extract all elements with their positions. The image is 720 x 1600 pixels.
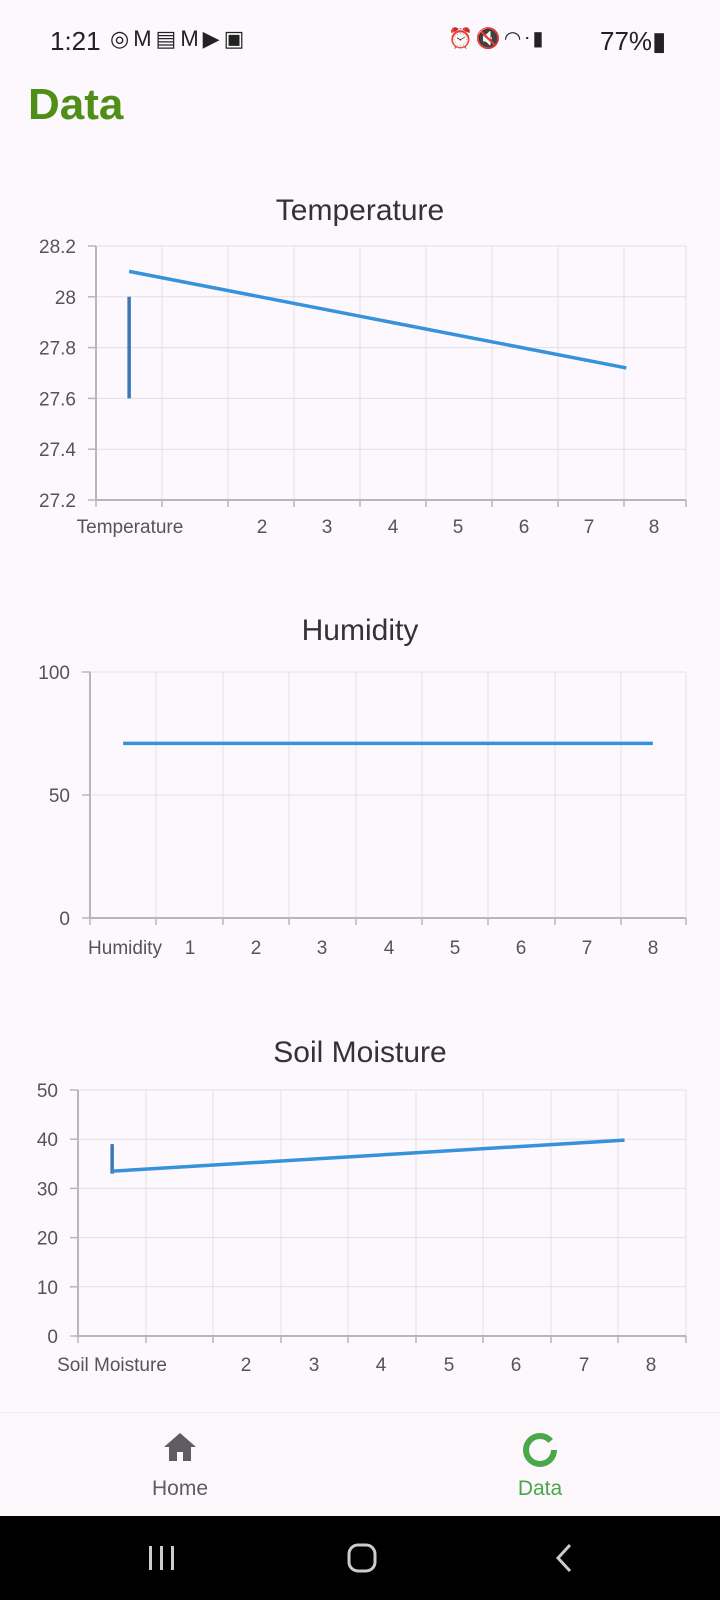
gmail-icon: M [133,26,156,51]
volte-icon: ᐧ [524,28,533,50]
x-tick-label: Temperature [77,517,184,538]
y-tick-label: 27.6 [39,389,76,410]
x-tick-label: 6 [519,517,530,538]
battery-indicator: 77%▮ [600,26,666,57]
notification-icons: ◎M▤M▶▣ [110,26,248,52]
x-tick-label: 5 [453,517,464,538]
chart-title: Humidity [301,614,419,647]
x-tick-label: 8 [646,1355,657,1376]
x-tick-label: Humidity [88,938,162,959]
mute-icon: 🔇 [475,28,504,50]
page-title: Data [28,80,124,129]
x-tick-label: 3 [309,1355,320,1376]
system-navigation-bar [0,1516,720,1600]
recents-icon[interactable] [132,1536,192,1580]
x-tick-label: 2 [257,517,268,538]
x-tick-label: 7 [579,1355,590,1376]
y-tick-label: 20 [37,1229,58,1250]
gmail-icon: M [180,26,203,51]
whatsapp-icon: ◎ [110,26,134,51]
y-tick-label: 0 [59,909,70,930]
nav-label-home: Home [151,1477,209,1500]
x-tick-label: 4 [388,517,399,538]
chart-title: Soil Moisture [273,1036,447,1069]
home-circle-icon[interactable] [332,1536,392,1580]
home-icon [0,1431,360,1463]
x-tick-label: 4 [384,938,395,959]
x-tick-label: 6 [516,938,527,959]
series-line [128,269,627,370]
nav-item-home[interactable]: Home [0,1413,360,1517]
soil-moisture-chart-svg: 50 40 30 20 10 0 Soil Moisture 2 3 4 5 6 7 8 [37,1081,687,1376]
gallery-icon: ▣ [223,26,249,51]
x-tick-label: Soil Moisture [57,1355,167,1376]
x-tick-label: 4 [376,1355,387,1376]
y-tick-label: 28 [55,288,76,309]
y-tick-label: 27.2 [39,491,76,512]
y-tick-label: 27.4 [39,440,76,461]
x-tick-label: 7 [584,517,595,538]
y-tick-label: 28.2 [39,237,76,258]
x-tick-label: 1 [185,938,196,959]
y-tick-label: 50 [37,1081,58,1102]
x-tick-label: 8 [649,517,660,538]
status-bar: 1:21 ◎M▤M▶▣ ⏰🔇◠ᐧ▮ 77%▮ [0,0,720,84]
y-tick-label: 30 [37,1179,58,1200]
series-line [112,1138,625,1173]
back-icon[interactable] [534,1536,594,1580]
battery-icon: ▮ [652,26,667,56]
nav-label-data: Data [517,1477,563,1500]
y-tick-label: 0 [47,1327,58,1348]
x-tick-label: 3 [322,517,333,538]
x-tick-label: 2 [241,1355,252,1376]
donut-chart-icon [360,1431,720,1469]
system-status-icons: ⏰🔇◠ᐧ▮ [448,26,546,51]
news-icon: ▤ [155,26,181,51]
bottom-navigation: Home Data [0,1412,720,1517]
y-tick-label: 40 [37,1130,58,1151]
x-tick-label: 6 [511,1355,522,1376]
humidity-chart-svg: 100 50 0 Humidity 1 2 3 4 5 6 7 8 [38,663,687,959]
x-tick-label: 7 [582,938,593,959]
x-tick-label: 3 [317,938,328,959]
status-time: 1:21 [50,26,101,56]
y-tick-label: 50 [49,786,70,807]
x-tick-label: 2 [251,938,262,959]
temperature-chart: Temperature 28.2 28 27.8 27.6 27.4 27.2 Temper… [0,188,720,548]
x-tick-label: 8 [648,938,659,959]
x-tick-label: 5 [444,1355,455,1376]
nav-item-data[interactable]: Data [360,1413,720,1517]
humidity-chart: Humidity 100 50 0 Humidity 1 2 3 4 5 6 7 8 [0,600,720,960]
y-tick-label: 10 [37,1278,58,1299]
youtube-icon: ▶ [202,26,224,51]
x-tick-label: 5 [450,938,461,959]
y-tick-label: 100 [38,663,70,684]
soil-moisture-chart: Soil Moisture 50 40 30 20 10 0 Soil Moisture 2 3… [0,1012,720,1402]
battery-percent: 77% [600,26,653,56]
alarm-icon: ⏰ [448,28,476,50]
wifi-icon: ◠ [503,28,525,50]
chart-title: Temperature [275,194,445,227]
y-tick-label: 27.8 [39,339,76,360]
signal-icon: ▮ [532,28,547,50]
